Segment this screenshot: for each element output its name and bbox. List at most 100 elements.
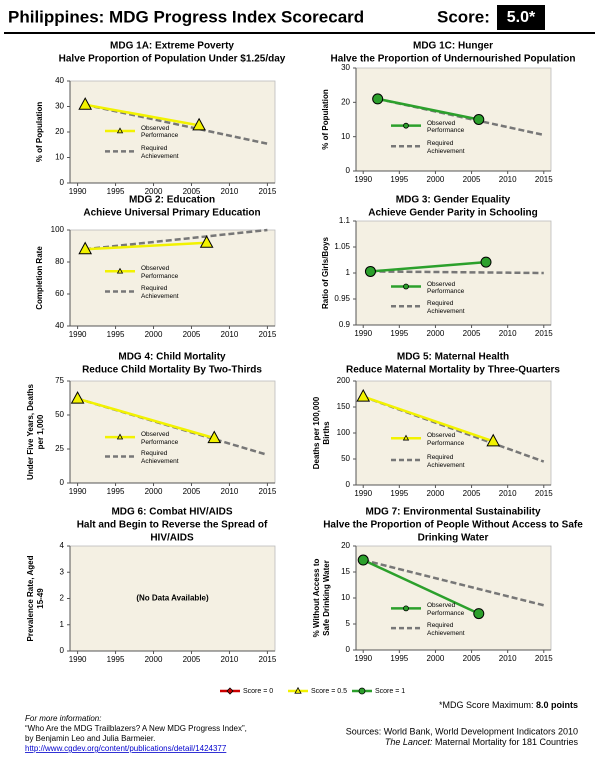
y-tick-label: 20 [341, 541, 350, 550]
chart-subtitle: Achieve Gender Parity in Schooling [368, 208, 538, 219]
marker [480, 256, 492, 268]
x-tick-label: 1990 [69, 187, 87, 196]
x-tick-label: 1990 [354, 329, 372, 338]
y-tick-label: 150 [337, 402, 351, 411]
chart-title: MDG 5: Maternal Health [397, 352, 509, 363]
y-tick-label: 20 [55, 127, 64, 136]
y-tick-label: 1.05 [334, 242, 350, 251]
marker [403, 122, 409, 129]
page-title: Philippines: MDG Progress Index Scorecar… [8, 7, 364, 26]
marker [473, 608, 485, 620]
marker [473, 114, 485, 125]
x-tick-label: 2005 [463, 175, 481, 184]
legend-label-box: Observed Performance [427, 120, 464, 135]
required-line [85, 228, 268, 251]
observed-line [370, 260, 487, 273]
score-value: 5.0* [507, 9, 536, 26]
legend-label: Observed Performance [141, 265, 179, 280]
score-label: Score: [437, 7, 490, 26]
x-tick-label: 2000 [427, 654, 445, 663]
required-line [362, 558, 545, 607]
y-axis-label: Ratio of Girls/Boys [321, 236, 330, 309]
x-tick-label: 1995 [390, 175, 408, 184]
observed-line [84, 103, 200, 127]
y-axis-label: 15-49 [36, 588, 45, 609]
marker [402, 434, 410, 441]
x-tick-label: 2015 [259, 330, 277, 339]
y-tick-label: 3 [60, 567, 65, 576]
score-note: *MDG Score Maximum: 8.0 points [439, 700, 578, 710]
x-tick-label: 2005 [183, 655, 201, 664]
legend-label: Required Achievement [427, 300, 465, 315]
chart-title: MDG 7: Environmental Sustainability [365, 507, 540, 518]
footer-info-line: “Who Are the MDG Trailblazers? A New MDG… [25, 724, 247, 733]
marker [358, 687, 366, 695]
legend-label-box: Required Achievement [427, 454, 465, 469]
marker [116, 433, 124, 440]
y-axis-label: Deaths per 100,000 [312, 396, 321, 469]
legend-label: Required Achievement [427, 140, 465, 155]
y-tick-label: 1 [60, 620, 65, 629]
plot-area [355, 545, 552, 651]
chart-title: MDG 2: Education [129, 195, 215, 206]
chart-subtitle: Halve the Proportion of Undernourished P… [330, 54, 575, 65]
x-tick-label: 2010 [221, 187, 239, 196]
x-tick-label: 2000 [145, 655, 163, 664]
legend-label-box: Observed Performance [141, 265, 179, 280]
marker [356, 388, 371, 402]
legend-label: Observed Performance [141, 124, 179, 140]
legend-label-box: Observed Performance [427, 602, 464, 617]
marker [486, 433, 501, 447]
annotation: (No Data Available) [136, 594, 209, 603]
y-tick-label: 4 [60, 541, 65, 550]
x-tick-label: 2000 [427, 175, 445, 184]
y-tick-label: 10 [55, 153, 64, 162]
sources: Sources: World Bank, World Development I… [346, 726, 578, 736]
chart-subtitle: Halve the Proportion of People Without A… [323, 520, 583, 531]
y-tick-label: 100 [337, 428, 351, 437]
marker [226, 687, 234, 695]
chart-subtitle: Drinking Water [418, 533, 489, 544]
y-tick-label: 50 [341, 454, 350, 463]
plot-area [69, 545, 276, 652]
score-note-label: *MDG Score Maximum: [439, 700, 534, 710]
y-tick-label: 30 [55, 102, 64, 111]
chart-subtitle: Halve Proportion of Population Under $1.… [59, 54, 286, 65]
plot-area [355, 380, 552, 486]
plot-area [69, 380, 276, 484]
x-tick-label: 2005 [183, 187, 201, 196]
chart-subtitle: Reduce Maternal Mortality by Three-Quart… [346, 365, 560, 376]
y-axis-label: % of Population [321, 89, 330, 150]
x-tick-label: 1990 [354, 175, 372, 184]
y-tick-label: 1 [346, 268, 351, 277]
y-tick-label: 0 [60, 178, 65, 187]
y-tick-label: 0.95 [334, 294, 350, 303]
x-tick-label: 2005 [463, 489, 481, 498]
marker [192, 117, 206, 131]
score-box [497, 5, 545, 30]
chart-title: MDG 3: Gender Equality [396, 195, 511, 206]
y-tick-label: 10 [341, 132, 350, 141]
x-tick-label: 1995 [107, 187, 125, 196]
x-tick-label: 2010 [499, 489, 517, 498]
y-axis-label: % of Population [35, 102, 44, 163]
x-tick-label: 2015 [259, 187, 277, 196]
y-tick-label: 1.1 [339, 216, 351, 225]
plot-area [69, 80, 276, 184]
x-tick-label: 2010 [221, 487, 239, 496]
x-tick-label: 1995 [390, 329, 408, 338]
x-tick-label: 1995 [390, 654, 408, 663]
footer-link[interactable]: http://www.cgdev.org/content/publication… [25, 744, 227, 753]
legend-label: Required Achievement [141, 145, 179, 160]
legend-label-box: Observed Performance [141, 431, 178, 446]
legend-label: Required Achievement [427, 454, 465, 469]
y-axis-label: per 1,000 [36, 414, 45, 449]
marker [294, 686, 302, 694]
legend-label-box: Required Achievement [427, 140, 465, 155]
legend-label-box: Required Achievement [141, 450, 179, 465]
y-axis-label: % Without Access to [312, 559, 321, 638]
x-tick-label: 2005 [183, 330, 201, 339]
y-tick-label: 2 [60, 594, 65, 603]
x-tick-label: 2000 [145, 487, 163, 496]
